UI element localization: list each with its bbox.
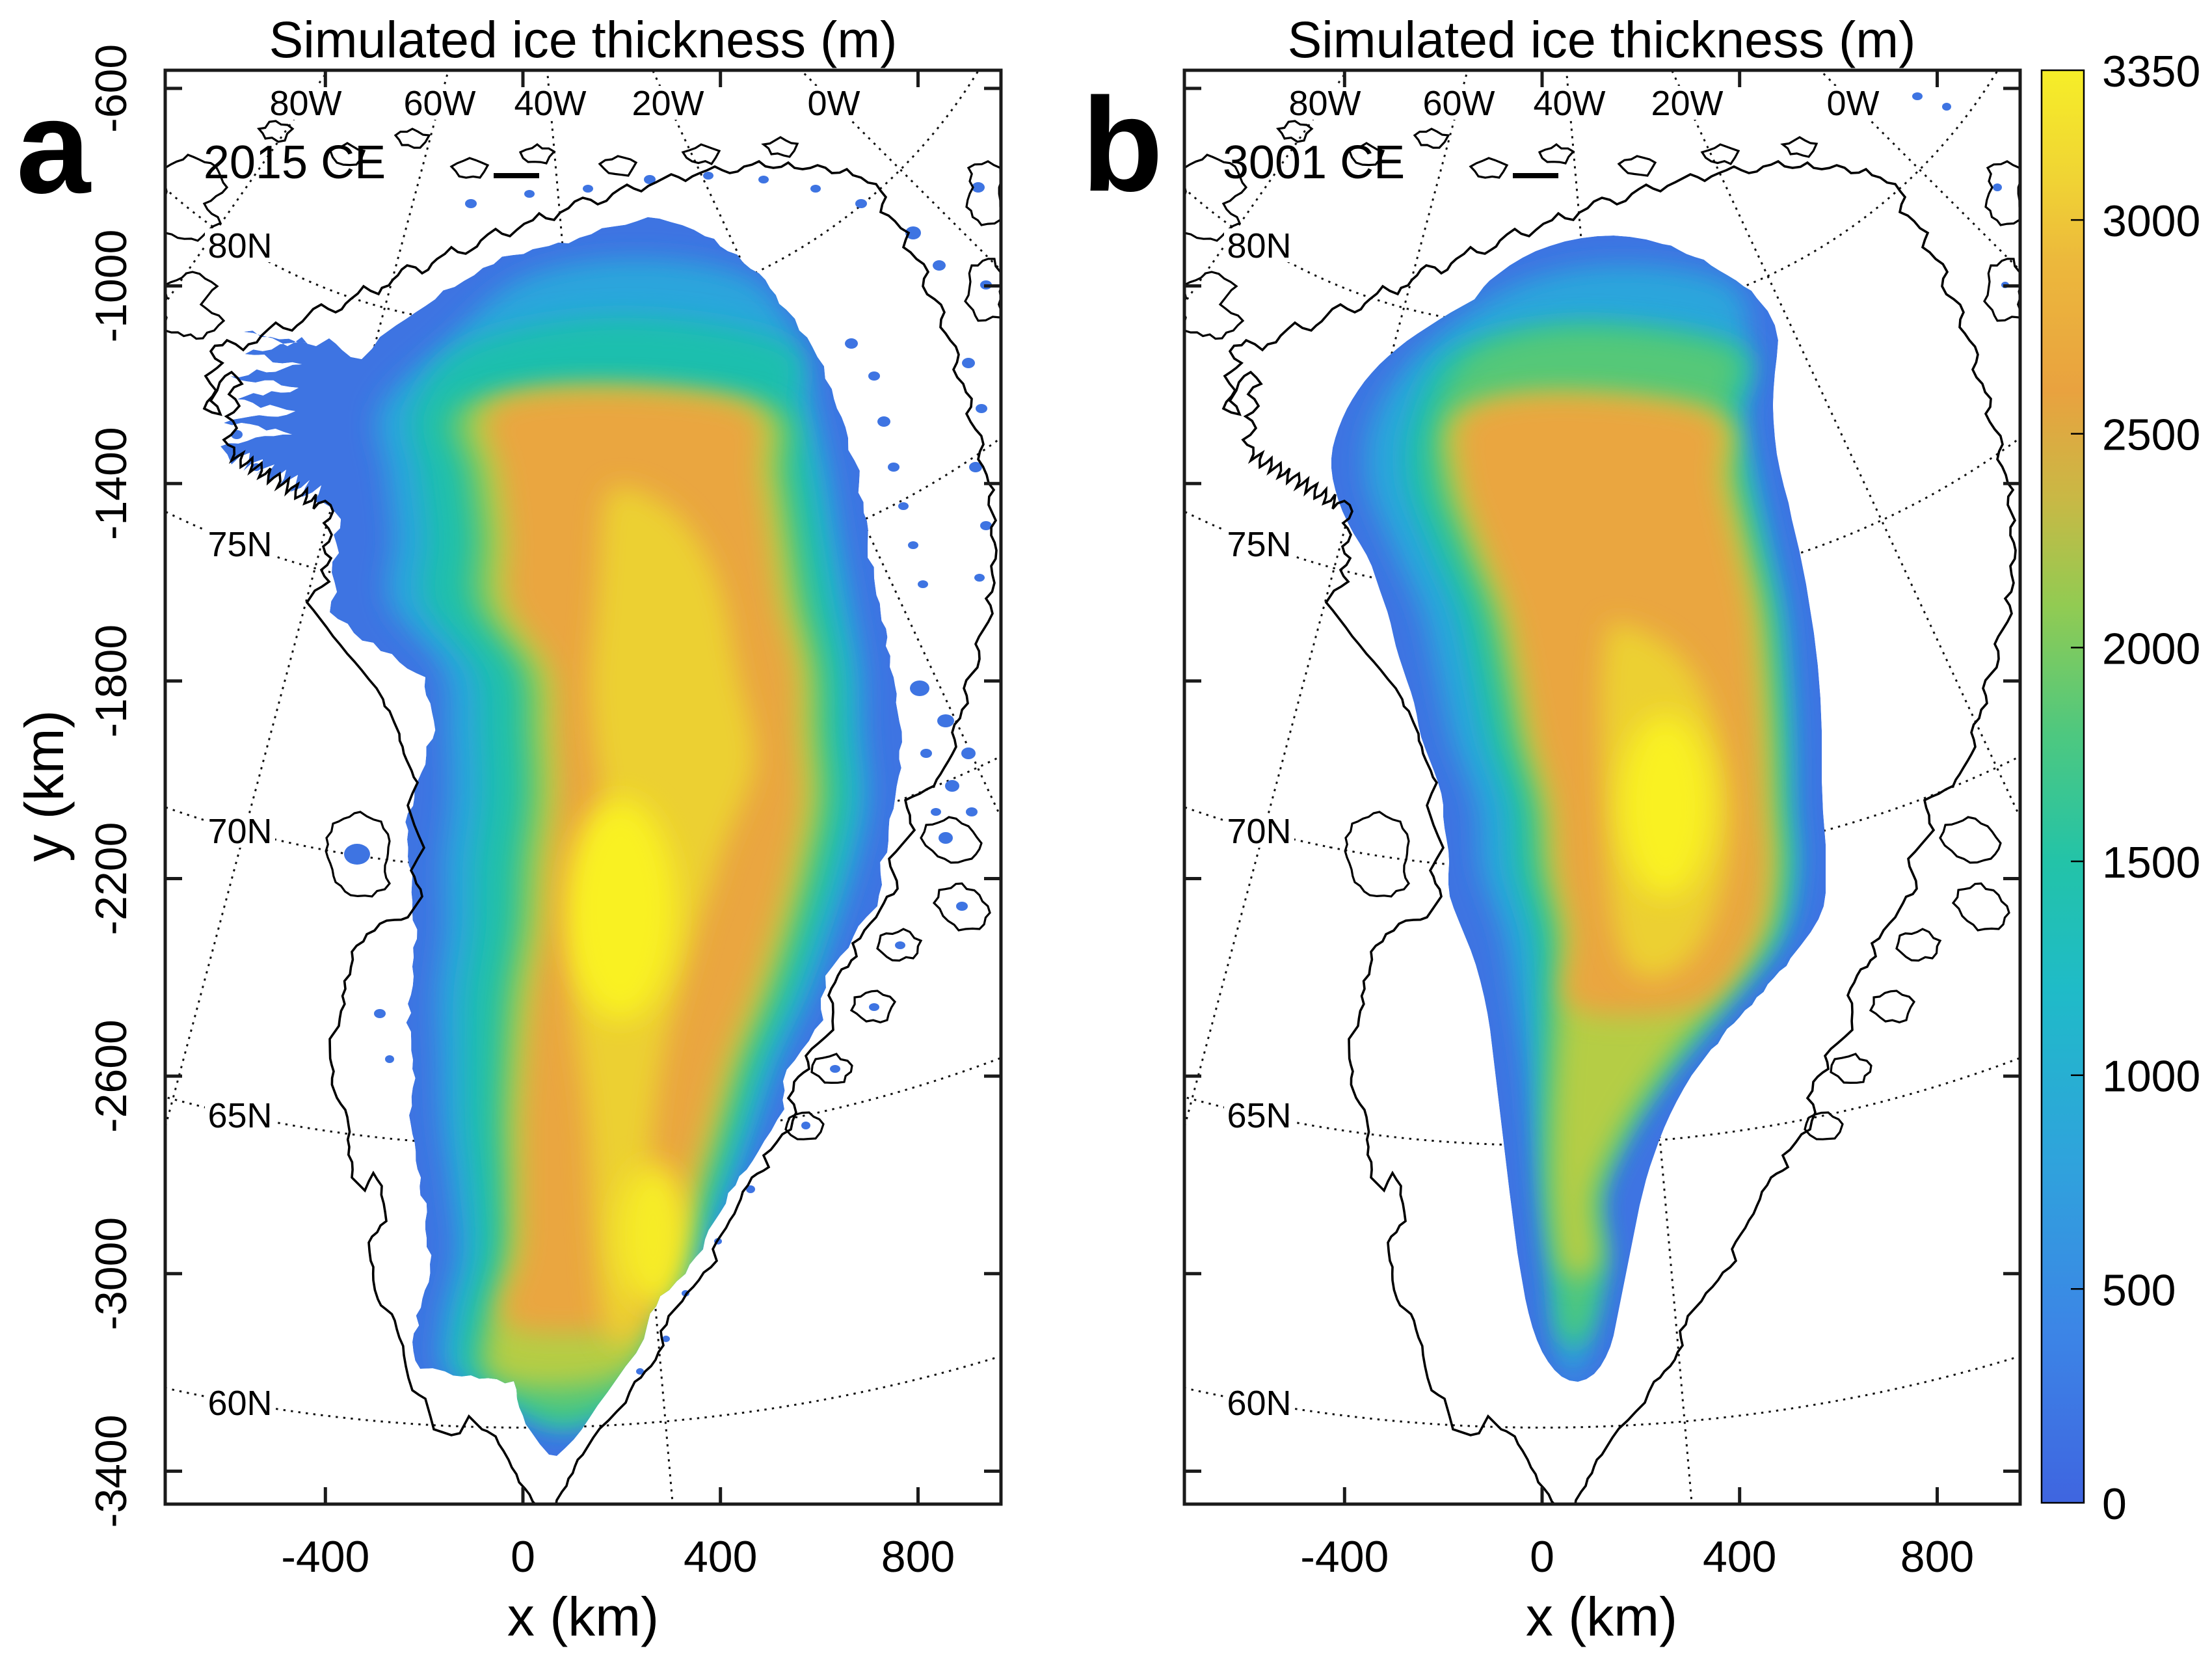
svg-text:-3400: -3400: [87, 1414, 136, 1528]
svg-text:-1800: -1800: [87, 625, 136, 738]
svg-text:0: 0: [1530, 1532, 1554, 1582]
svg-text:60W: 60W: [1422, 84, 1495, 123]
svg-text:1500: 1500: [2102, 838, 2200, 887]
svg-text:2000: 2000: [2102, 624, 2200, 673]
svg-text:2015 CE: 2015 CE: [204, 137, 386, 189]
svg-text:-1000: -1000: [87, 230, 136, 343]
svg-text:y (km): y (km): [14, 710, 75, 861]
svg-text:80N: 80N: [207, 226, 272, 265]
svg-text:-400: -400: [1300, 1532, 1389, 1582]
svg-text:0W: 0W: [1827, 84, 1880, 123]
svg-text:20W: 20W: [632, 84, 704, 123]
svg-text:0: 0: [2102, 1479, 2127, 1529]
svg-text:x (km): x (km): [1526, 1586, 1677, 1647]
svg-text:400: 400: [1703, 1532, 1776, 1582]
svg-text:-600: -600: [87, 44, 136, 133]
svg-text:80W: 80W: [1288, 84, 1361, 123]
svg-text:-2600: -2600: [87, 1019, 136, 1133]
svg-text:75N: 75N: [207, 525, 272, 564]
svg-text:-2200: -2200: [87, 822, 136, 936]
svg-text:40W: 40W: [1533, 84, 1605, 123]
svg-text:60N: 60N: [207, 1384, 272, 1423]
svg-text:80N: 80N: [1227, 226, 1291, 265]
svg-text:500: 500: [2102, 1265, 2176, 1315]
svg-text:2500: 2500: [2102, 411, 2200, 460]
svg-text:-3000: -3000: [87, 1217, 136, 1330]
svg-text:3001 CE: 3001 CE: [1223, 137, 1405, 189]
svg-text:60W: 60W: [403, 84, 475, 123]
svg-text:-400: -400: [281, 1532, 369, 1582]
svg-text:40W: 40W: [514, 84, 586, 123]
svg-text:65N: 65N: [1227, 1096, 1291, 1135]
svg-text:20W: 20W: [1651, 84, 1723, 123]
svg-text:70N: 70N: [207, 812, 272, 851]
svg-text:1000: 1000: [2102, 1052, 2200, 1101]
svg-text:a: a: [16, 72, 92, 221]
svg-text:70N: 70N: [1227, 812, 1291, 851]
svg-text:800: 800: [881, 1532, 955, 1582]
svg-text:0: 0: [511, 1532, 535, 1582]
svg-text:3000: 3000: [2102, 196, 2200, 246]
svg-text:Simulated ice thickness (m): Simulated ice thickness (m): [1288, 10, 1916, 68]
svg-text:80W: 80W: [269, 84, 341, 123]
svg-text:65N: 65N: [207, 1096, 272, 1135]
svg-text:400: 400: [684, 1532, 757, 1582]
svg-text:3350: 3350: [2102, 47, 2200, 96]
svg-text:-1400: -1400: [87, 427, 136, 540]
svg-text:b: b: [1082, 70, 1163, 219]
svg-text:60N: 60N: [1227, 1384, 1291, 1423]
svg-text:0W: 0W: [808, 84, 860, 123]
svg-text:75N: 75N: [1227, 525, 1291, 564]
svg-text:x (km): x (km): [507, 1586, 659, 1647]
svg-text:800: 800: [1900, 1532, 1974, 1582]
svg-text:Simulated ice thickness (m): Simulated ice thickness (m): [269, 10, 898, 68]
